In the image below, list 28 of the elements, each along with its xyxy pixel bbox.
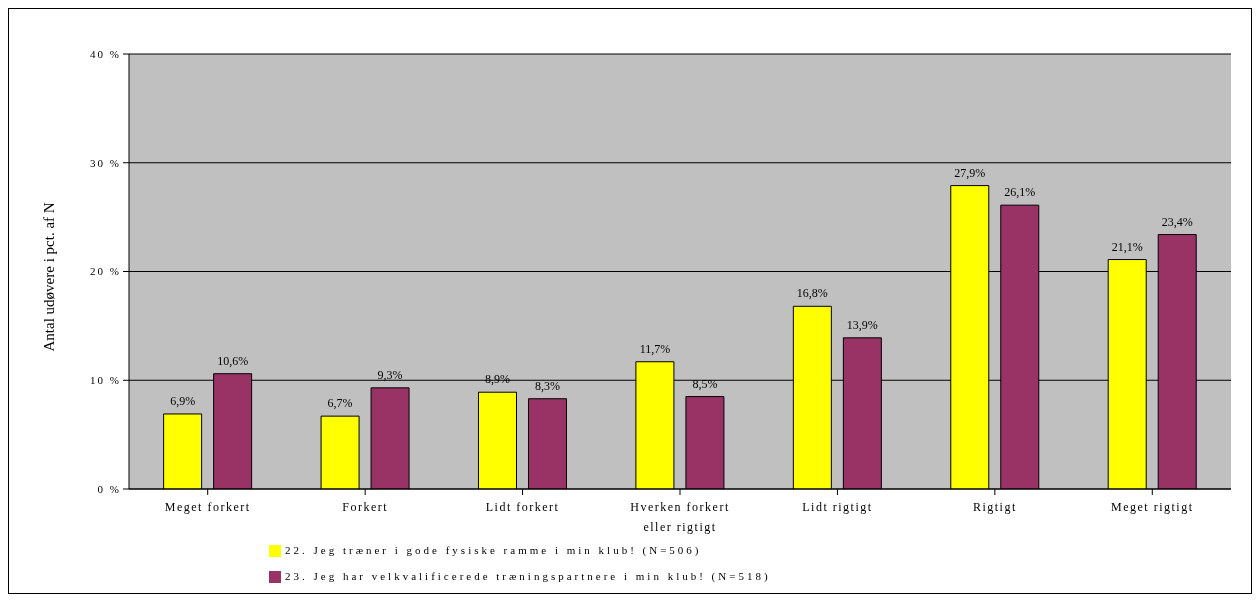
data-label: 10,6% [217, 353, 249, 368]
data-label: 21,1% [1111, 239, 1143, 254]
data-label: 6,7% [327, 396, 353, 411]
data-label: 8,5% [692, 376, 718, 391]
y-tick-label: 30 % [90, 156, 121, 169]
x-tick-label: Meget forkert [164, 500, 251, 514]
data-label: 13,9% [846, 317, 878, 332]
data-label: 11,7% [639, 341, 671, 356]
x-tick-label: Lidt forkert [485, 500, 560, 514]
legend-label: 23. Jeg har velkvalificerede træningspartnere i min klub! (N=518) [285, 570, 771, 582]
y-tick-label: 20 % [90, 265, 121, 278]
x-tick-label: Forkert [342, 500, 389, 514]
data-label: 27,9% [954, 165, 986, 180]
x-tick-label: Lidt rigtigt [802, 500, 873, 514]
y-tick-label: 10 % [90, 374, 121, 387]
data-label: 23,4% [1161, 214, 1193, 229]
x-tick-label: Meget rigtigt [1111, 500, 1194, 514]
data-label: 6,9% [170, 393, 196, 408]
data-label: 9,3% [377, 367, 403, 382]
y-axis-title: Antal udøvere i pct. af N [41, 202, 58, 352]
data-label: 16,8% [796, 286, 828, 301]
legend-label: 22. Jeg træner i gode fysiske ramme i min klub! (N=506) [285, 544, 702, 556]
x-tick-label: Rigtigt [972, 500, 1017, 514]
x-tick-label: Hverken forkert eller rigtigt [630, 500, 730, 534]
y-tick-label: 40 % [90, 47, 121, 60]
y-tick-label: 0 % [97, 482, 121, 495]
data-label: 8,3% [534, 378, 560, 393]
data-label: 26,1% [1004, 185, 1036, 200]
